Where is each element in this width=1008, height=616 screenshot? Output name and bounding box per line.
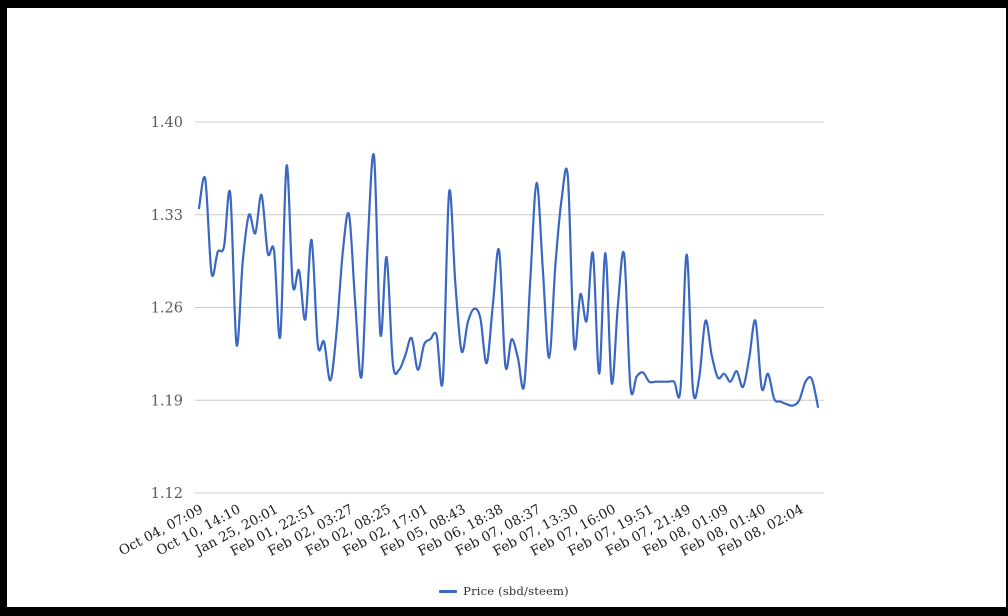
y-axis-tick-label: 1.12 xyxy=(151,486,183,502)
y-axis-tick-label: 1.33 xyxy=(151,208,183,224)
price-series-line xyxy=(197,153,820,408)
y-axis-tick-label: 1.19 xyxy=(151,393,183,409)
legend-line-swatch xyxy=(439,589,458,593)
chart-legend: Price (sbd/steem) xyxy=(0,584,1008,598)
y-axis-tick-label: 1.26 xyxy=(151,301,183,317)
y-axis-tick-label: 1.40 xyxy=(151,115,183,131)
legend-label: Price (sbd/steem) xyxy=(463,584,569,598)
